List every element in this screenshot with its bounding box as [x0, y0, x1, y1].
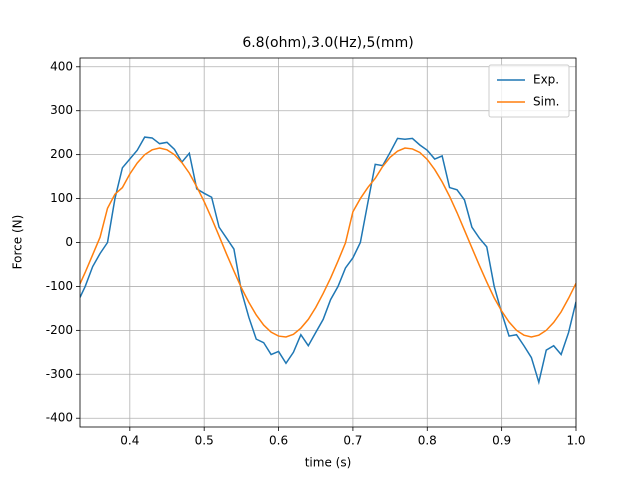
y-tick-label: -100 [46, 279, 73, 293]
data-line [80, 136, 576, 386]
y-tick-label: 0 [65, 235, 73, 249]
y-tick-label: 100 [50, 191, 73, 205]
x-tick-label: 0.4 [120, 434, 139, 448]
x-tick-label: 0.6 [269, 434, 288, 448]
legend-label: Sim. [533, 95, 559, 109]
chart-title: 6.8(ohm),3.0(Hz),5(mm) [242, 35, 413, 51]
y-tick-label: -300 [46, 367, 73, 381]
x-tick-label: 0.7 [343, 434, 362, 448]
plot-frame [79, 57, 577, 428]
y-tick-label: 300 [50, 103, 73, 117]
x-axis-label: time (s) [305, 456, 352, 470]
x-tick-label: 0.8 [418, 434, 437, 448]
data-line [80, 147, 576, 338]
x-tick-label: 1.0 [566, 434, 585, 448]
y-tick-label: -200 [46, 323, 73, 337]
legend-box [488, 64, 570, 118]
x-tick-label: 0.9 [492, 434, 511, 448]
y-axis-label: Force (N) [11, 215, 25, 270]
y-tick-label: 200 [50, 147, 73, 161]
y-tick-label: 400 [50, 59, 73, 73]
y-tick-label: -400 [46, 411, 73, 425]
x-tick-label: 0.5 [195, 434, 214, 448]
legend-label: Exp. [533, 73, 559, 87]
